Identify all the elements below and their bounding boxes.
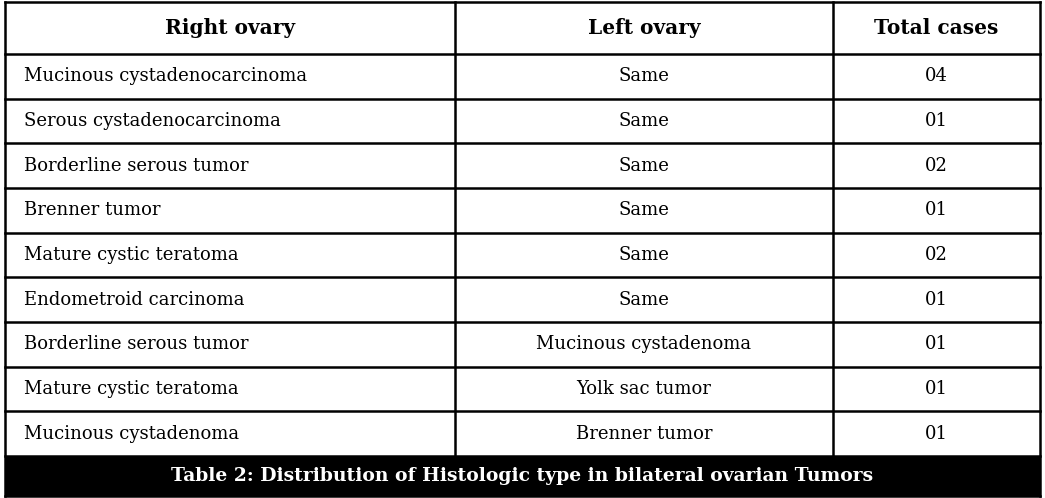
Text: Borderline serous tumor: Borderline serous tumor [24, 157, 249, 175]
Bar [5, 367, 456, 411]
Bar [5, 99, 456, 143]
Bar [5, 143, 456, 188]
Bar [456, 233, 833, 277]
Bar [833, 54, 1040, 99]
Bar [456, 54, 833, 99]
Text: Serous cystadenocarcinoma: Serous cystadenocarcinoma [24, 112, 281, 130]
Text: Mucinous cystadenoma: Mucinous cystadenoma [536, 336, 751, 354]
Bar [5, 233, 456, 277]
Bar [456, 188, 833, 233]
Bar [5, 188, 456, 233]
Bar [5, 456, 1040, 496]
Bar [456, 99, 833, 143]
Text: Total cases: Total cases [874, 18, 999, 38]
Text: 01: 01 [925, 112, 948, 130]
Bar [456, 277, 833, 322]
Bar [833, 367, 1040, 411]
Text: Yolk sac tumor: Yolk sac tumor [577, 380, 712, 398]
Bar [5, 411, 456, 456]
Text: Same: Same [619, 112, 670, 130]
Text: 01: 01 [925, 291, 948, 309]
Text: Mature cystic teratoma: Mature cystic teratoma [24, 380, 238, 398]
Bar [833, 188, 1040, 233]
Text: Same: Same [619, 157, 670, 175]
Bar [5, 2, 456, 54]
Bar [456, 143, 833, 188]
Bar [5, 277, 456, 322]
Text: 01: 01 [925, 425, 948, 443]
Text: 01: 01 [925, 380, 948, 398]
Text: 02: 02 [925, 246, 948, 264]
Text: Same: Same [619, 67, 670, 85]
Text: Brenner tumor: Brenner tumor [576, 425, 713, 443]
Text: Same: Same [619, 201, 670, 219]
Bar [833, 99, 1040, 143]
Text: Borderline serous tumor: Borderline serous tumor [24, 336, 249, 354]
Bar [833, 143, 1040, 188]
Bar [833, 322, 1040, 367]
Bar [5, 322, 456, 367]
Bar [5, 54, 456, 99]
Text: 04: 04 [925, 67, 948, 85]
Bar [456, 2, 833, 54]
Text: 01: 01 [925, 336, 948, 354]
Text: Right ovary: Right ovary [165, 18, 296, 38]
Bar [456, 367, 833, 411]
Text: Same: Same [619, 246, 670, 264]
Text: 01: 01 [925, 201, 948, 219]
Bar [833, 2, 1040, 54]
Bar [456, 411, 833, 456]
Text: Same: Same [619, 291, 670, 309]
Text: 02: 02 [925, 157, 948, 175]
Text: Mature cystic teratoma: Mature cystic teratoma [24, 246, 238, 264]
Text: Table 2: Distribution of Histologic type in bilateral ovarian Tumors: Table 2: Distribution of Histologic type… [171, 467, 874, 485]
Text: Mucinous cystadenocarcinoma: Mucinous cystadenocarcinoma [24, 67, 307, 85]
Text: Mucinous cystadenoma: Mucinous cystadenoma [24, 425, 239, 443]
Bar [833, 233, 1040, 277]
Bar [833, 277, 1040, 322]
Text: Brenner tumor: Brenner tumor [24, 201, 160, 219]
Bar [833, 411, 1040, 456]
Text: Endometroid carcinoma: Endometroid carcinoma [24, 291, 245, 309]
Bar [456, 322, 833, 367]
Text: Left ovary: Left ovary [587, 18, 700, 38]
